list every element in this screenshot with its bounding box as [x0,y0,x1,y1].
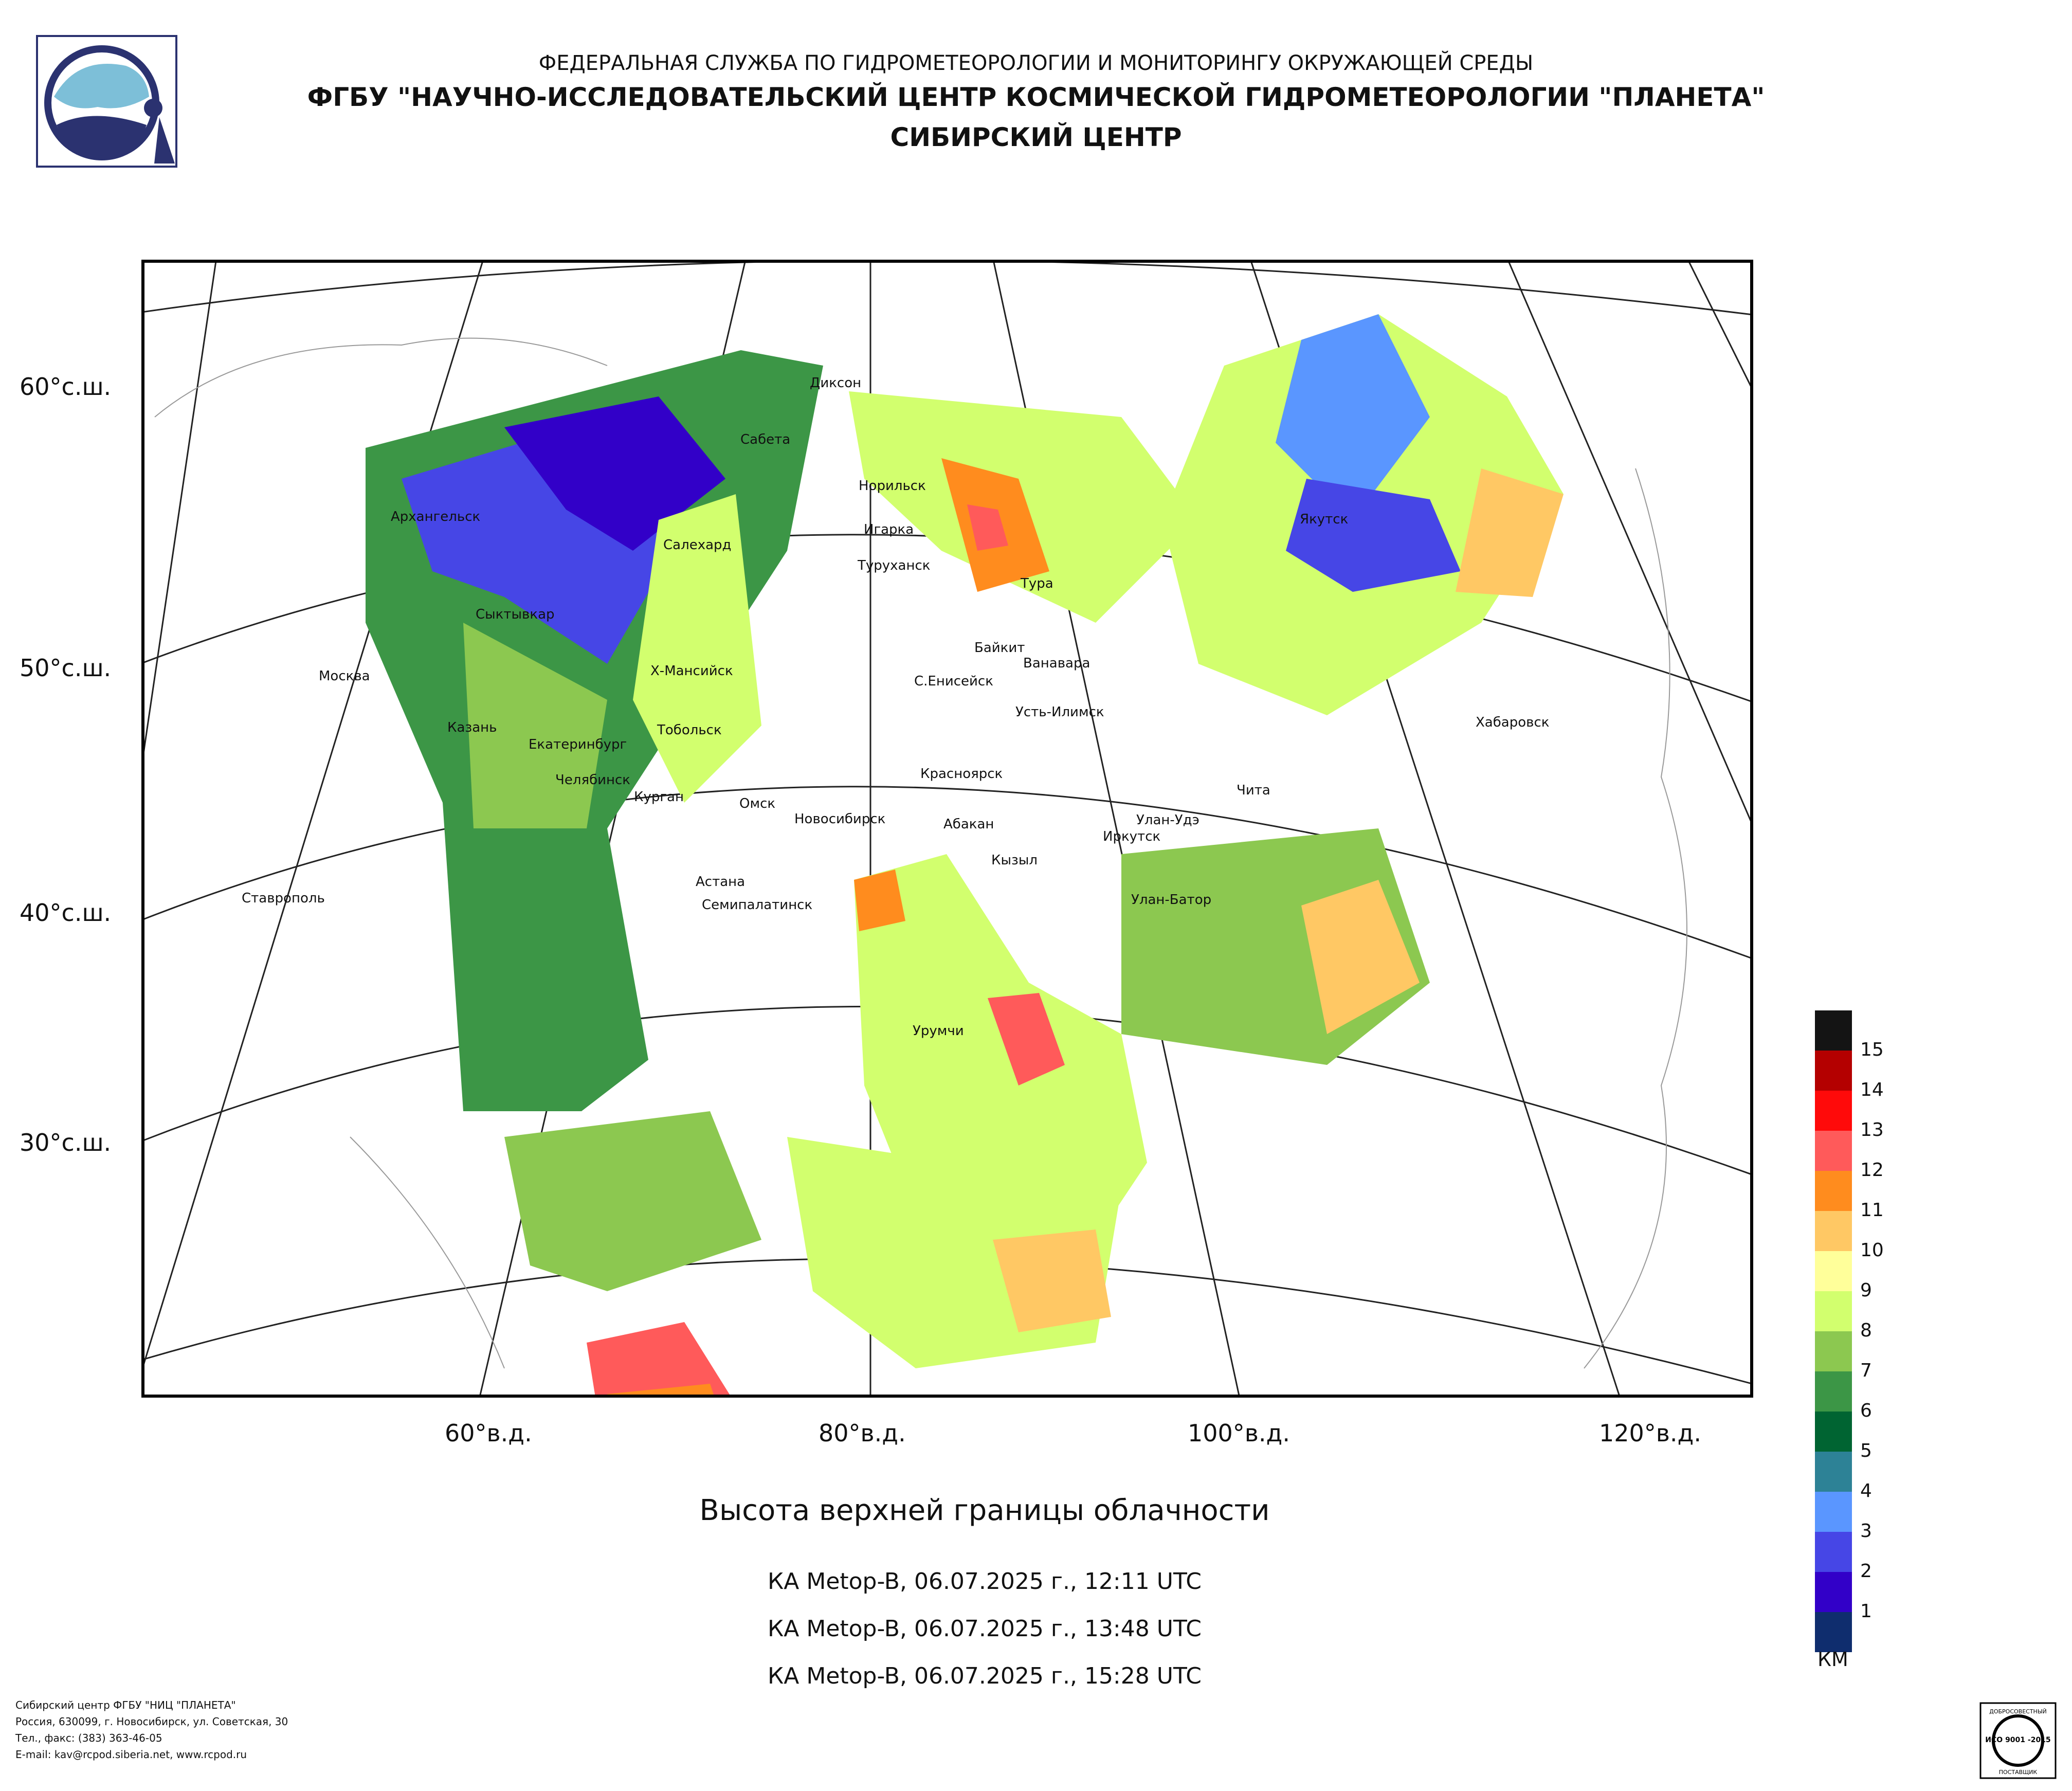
city-igarka: Игарка [864,522,914,537]
city-arkhangelsk: Архангельск [391,509,481,524]
city-moskva: Москва [319,668,370,684]
lat-label-50: 50°с.ш. [20,654,112,682]
product-title: Высота верхней границы облачности [699,1494,1270,1527]
city-sabeta: Сабета [740,432,791,447]
city-ulan-bator: Улан-Батор [1131,892,1212,908]
cert-top-text: ДОБРОСОВЕСТНЫЙ [1989,1708,2047,1715]
legend-label: 9 [1860,1280,1872,1301]
legend-label: 2 [1860,1561,1872,1582]
city-norilsk: Норильск [859,478,926,494]
legend-label: 10 [1860,1240,1884,1261]
city-stavropol: Ставрополь [242,891,325,906]
legend-label: 4 [1860,1480,1872,1501]
footer-address: Россия, 630099, г. Новосибирск, ул. Сове… [15,1715,288,1728]
planeta-logo [36,35,177,168]
city-chelyabinsk: Челябинск [555,772,631,788]
legend-colorbar: 15 14 13 12 11 10 9 8 7 6 5 4 3 2 1 [1815,1010,1884,1652]
city-semipalatinsk: Семипалатинск [702,897,813,913]
city-tura: Тура [1021,576,1053,591]
city-astana: Астана [696,874,746,890]
cloud-swath [366,314,1564,1395]
footer-org: Сибирский центр ФГБУ "НИЦ "ПЛАНЕТА" [15,1699,236,1711]
city-salekhard: Салехард [663,537,732,553]
iso-certificate-badge: ДОБРОСОВЕСТНЫЙ ИСО 9001 -2015 ПОСТАВЩИК [1979,1702,2057,1779]
height-legend: 15 14 13 12 11 10 9 8 7 6 5 4 3 2 1 [1815,1010,1884,1652]
city-ust-ilimsk: Усть-Илимск [1015,704,1104,720]
cloud-top-map [141,260,1753,1398]
lon-label-120: 120°в.д. [1599,1419,1701,1447]
legend-unit: КМ [1817,1648,1848,1671]
pass-3: КА Metop-B, 06.07.2025 г., 15:28 UTC [768,1663,1202,1689]
city-omsk: Омск [739,796,776,811]
institute-name: ФГБУ "НАУЧНО-ИССЛЕДОВАТЕЛЬСКИЙ ЦЕНТР КОС… [307,82,1765,112]
legend-swatch [1815,1572,1852,1612]
legend-label: 13 [1860,1119,1884,1141]
city-yakutsk: Якутск [1300,512,1349,527]
legend-swatch [1815,1171,1852,1211]
legend-swatch [1815,1532,1852,1572]
city-ulan-ude: Улан-Удэ [1136,812,1199,828]
legend-label: 15 [1860,1039,1884,1060]
legend-swatch [1815,1612,1852,1652]
legend-swatch [1815,1291,1852,1331]
legend-swatch [1815,1492,1852,1532]
legend-label: 6 [1860,1400,1872,1421]
agency-name: ФЕДЕРАЛЬНАЯ СЛУЖБА ПО ГИДРОМЕТЕОРОЛОГИИ … [538,51,1534,75]
legend-swatch [1815,1452,1852,1492]
legend-label: 8 [1860,1320,1872,1341]
city-turukhansk: Туруханск [858,558,931,573]
legend-swatch [1815,1131,1852,1171]
city-chita: Чита [1237,783,1270,798]
lon-label-80: 80°в.д. [819,1419,906,1447]
lon-label-60: 60°в.д. [445,1419,532,1447]
legend-label: 3 [1860,1521,1872,1542]
pass-1: КА Metop-B, 06.07.2025 г., 12:11 UTC [768,1568,1202,1595]
city-vanavara: Ванавара [1023,656,1090,671]
city-irkutsk: Иркутск [1103,829,1161,844]
city-abakan: Абакан [943,817,994,832]
center-name: СИБИРСКИЙ ЦЕНТР [890,122,1182,152]
city-khabarovsk: Хабаровск [1476,715,1550,730]
city-baikit: Байкит [974,640,1025,656]
legend-swatch [1815,1412,1852,1452]
city-syktyvkar: Сыктывкар [476,607,555,622]
legend-label: 7 [1860,1360,1872,1381]
legend-swatch [1815,1051,1852,1091]
legend-swatch [1815,1371,1852,1412]
footer-contacts: Сибирский центр ФГБУ "НИЦ "ПЛАНЕТА" Росс… [15,1697,288,1763]
footer-email: E-mail: kav@rcpod.siberia.net, www.rcpod… [15,1748,247,1761]
lat-label-30: 30°с.ш. [20,1129,112,1156]
city-s-eniseysk: С.Енисейск [914,674,993,689]
city-urumqi: Урумчи [913,1023,964,1039]
city-ekaterinburg: Екатеринбург [529,737,627,752]
cert-bottom-text: ПОСТАВЩИК [1999,1769,2038,1776]
coastlines [154,337,1687,1369]
lon-label-100: 100°в.д. [1188,1419,1290,1447]
legend-label: 1 [1860,1601,1872,1622]
pass-2: КА Metop-B, 06.07.2025 г., 13:48 UTC [768,1616,1202,1642]
cert-mid-text: ИСО 9001 -2015 [1985,1736,2050,1744]
legend-label: 11 [1860,1200,1884,1221]
lat-label-40: 40°с.ш. [20,899,112,927]
city-kurgan: Курган [634,789,684,805]
city-kyzyl: Кызыл [991,853,1038,868]
city-krasnoyarsk: Красноярск [920,766,1003,782]
legend-swatch [1815,1010,1852,1051]
map-canvas [144,263,1750,1395]
city-dikson: Диксон [810,375,862,391]
legend-swatch [1815,1211,1852,1251]
legend-swatch [1815,1331,1852,1371]
footer-phone: Тел., факс: (383) 363-46-05 [15,1732,162,1744]
lat-label-60: 60°с.ш. [20,373,112,401]
legend-label: 12 [1860,1160,1884,1181]
city-kazan: Казань [447,720,497,735]
legend-swatch [1815,1251,1852,1291]
legend-label: 14 [1860,1079,1884,1100]
legend-label: 5 [1860,1440,1872,1461]
city-khanty-mansiysk: Х-Мансийск [650,663,733,679]
legend-swatch [1815,1091,1852,1131]
city-tobolsk: Тобольск [657,722,722,738]
city-novosibirsk: Новосибирск [794,811,886,827]
